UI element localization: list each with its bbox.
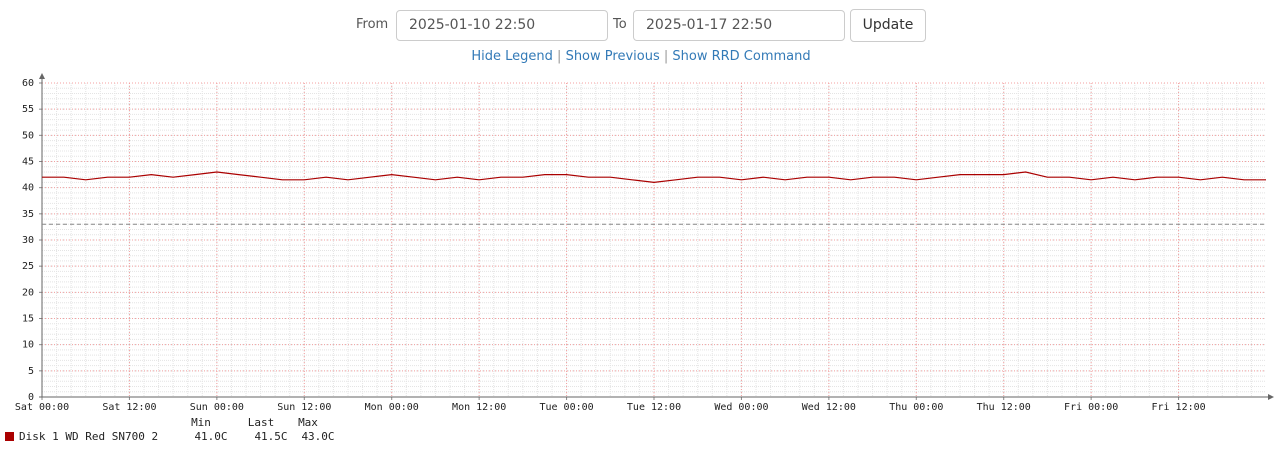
- x-tick-label: Thu 12:00: [977, 402, 1031, 413]
- legend-column: Max: [298, 416, 318, 429]
- x-tick-label: Sat 12:00: [102, 402, 156, 413]
- y-tick-label: 30: [22, 235, 34, 246]
- y-tick-label: 10: [22, 340, 34, 351]
- x-tick-label: Sun 00:00: [190, 402, 244, 413]
- x-axis-arrow: [1268, 394, 1274, 400]
- y-tick-label: 0: [28, 392, 34, 403]
- y-tick-label: 60: [22, 78, 34, 89]
- y-tick-label: 50: [22, 130, 34, 141]
- link[interactable]: Show RRD Command: [672, 49, 811, 64]
- update-button[interactable]: Update: [850, 9, 926, 42]
- legend-column: Last: [248, 416, 275, 429]
- legend-swatch: [5, 432, 14, 441]
- y-tick-label: 55: [22, 104, 34, 115]
- x-tick-label: Mon 12:00: [452, 402, 506, 413]
- y-tick-label: 45: [22, 157, 34, 168]
- y-tick-label: 15: [22, 314, 34, 325]
- x-tick-label: Fri 12:00: [1151, 402, 1205, 413]
- legend-label: Disk 1 WD Red SN700 2: [19, 430, 158, 443]
- series-line: [42, 171, 1266, 184]
- legend-value: 43.0C: [301, 430, 334, 443]
- x-tick-label: Thu 00:00: [889, 402, 943, 413]
- legend-value: 41.5C: [254, 430, 287, 443]
- x-tick-label: Wed 12:00: [802, 402, 856, 413]
- y-tick-label: 5: [28, 366, 34, 377]
- x-tick-label: Fri 00:00: [1064, 402, 1118, 413]
- to-input[interactable]: 2025-01-17 22:50: [633, 10, 845, 41]
- y-tick-label: 20: [22, 287, 34, 298]
- x-tick-label: Tue 12:00: [627, 402, 681, 413]
- separator: |: [663, 49, 669, 64]
- link-bar: Hide Legend | Show Previous | Show RRD C…: [0, 49, 1276, 64]
- from-label: From: [356, 17, 389, 32]
- to-label: To: [613, 17, 627, 32]
- y-tick-label: 25: [22, 261, 34, 272]
- x-tick-label: Mon 00:00: [365, 402, 419, 413]
- x-tick-label: Sat 00:00: [15, 402, 69, 413]
- legend-column: Min: [191, 416, 211, 429]
- link[interactable]: Show Previous: [565, 49, 660, 64]
- y-tick-label: 35: [22, 209, 34, 220]
- y-axis-arrow: [39, 73, 45, 79]
- legend-value: 41.0C: [194, 430, 227, 443]
- from-input[interactable]: 2025-01-10 22:50: [396, 10, 608, 41]
- x-tick-label: Wed 00:00: [714, 402, 768, 413]
- y-tick-label: 40: [22, 183, 34, 194]
- x-tick-label: Sun 12:00: [277, 402, 331, 413]
- link[interactable]: Hide Legend: [471, 49, 553, 64]
- separator: |: [557, 49, 562, 64]
- x-tick-label: Tue 00:00: [539, 402, 593, 413]
